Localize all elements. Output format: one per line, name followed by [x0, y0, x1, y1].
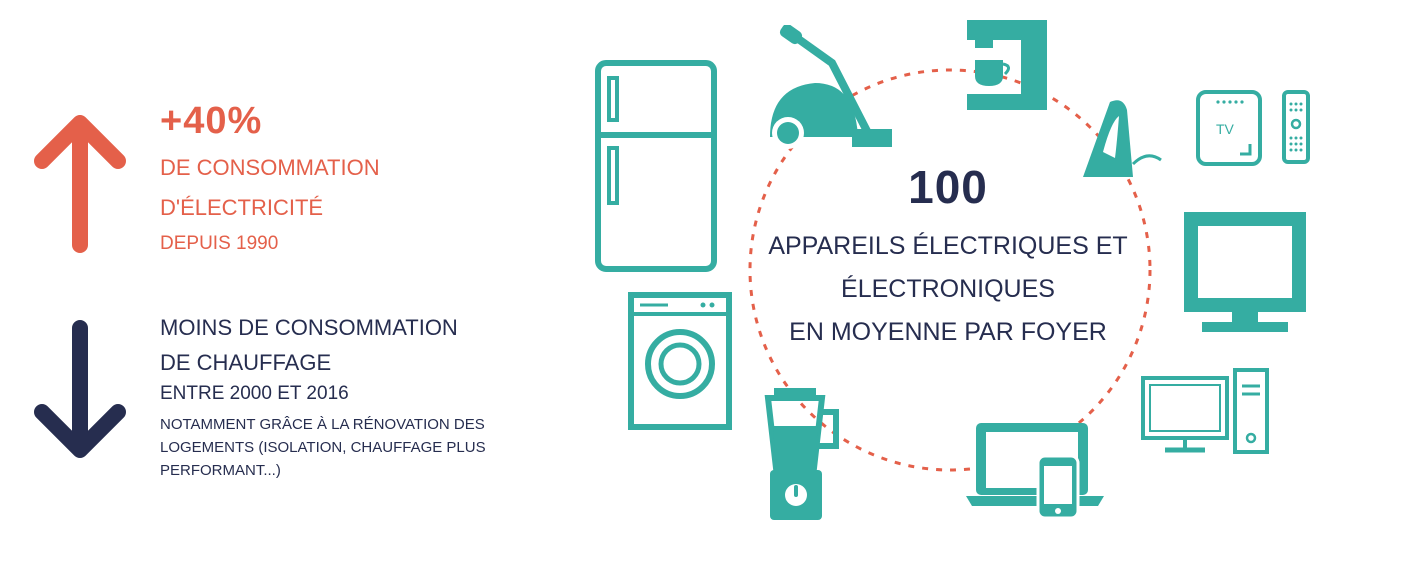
increase-line-2: D'ÉLECTRICITÉ	[160, 195, 324, 220]
fridge-icon	[595, 60, 717, 272]
center-line-1: APPAREILS ÉLECTRIQUES ET	[768, 232, 1128, 260]
dashed-circle	[748, 68, 1152, 472]
up-arrow-icon	[34, 115, 126, 253]
increase-line-3: DEPUIS 1990	[160, 233, 279, 254]
decrease-note: NOTAMMENT GRÂCE À LA RÉNOVATION DES LOGE…	[160, 416, 486, 479]
vacuum-cleaner-icon	[770, 25, 892, 149]
down-arrow-icon	[34, 320, 126, 458]
center-line-3: EN MOYENNE PAR FOYER	[789, 318, 1107, 346]
desktop-computer-icon	[1141, 368, 1269, 454]
center-line-2: ÉLECTRONIQUES	[841, 275, 1055, 303]
tv-box-icon: TV	[1196, 90, 1310, 166]
decrease-line-3: ENTRE 2000 ET 2016	[160, 383, 349, 404]
blender-icon	[764, 388, 839, 520]
television-icon	[1184, 212, 1306, 332]
laptop-icon	[966, 423, 1104, 520]
decrease-line-1: MOINS DE CONSOMMATION	[160, 315, 458, 340]
increase-percentage: +40%	[160, 100, 263, 142]
decrease-line-2: DE CHAUFFAGE	[160, 350, 332, 375]
appliance-count: 100	[908, 161, 988, 213]
increase-line-1: DE CONSOMMATION	[160, 155, 380, 180]
washing-machine-icon	[628, 292, 732, 430]
coffee-machine-icon	[967, 20, 1047, 110]
tv-box-label: TV	[1216, 121, 1235, 137]
iron-icon	[1083, 100, 1162, 177]
